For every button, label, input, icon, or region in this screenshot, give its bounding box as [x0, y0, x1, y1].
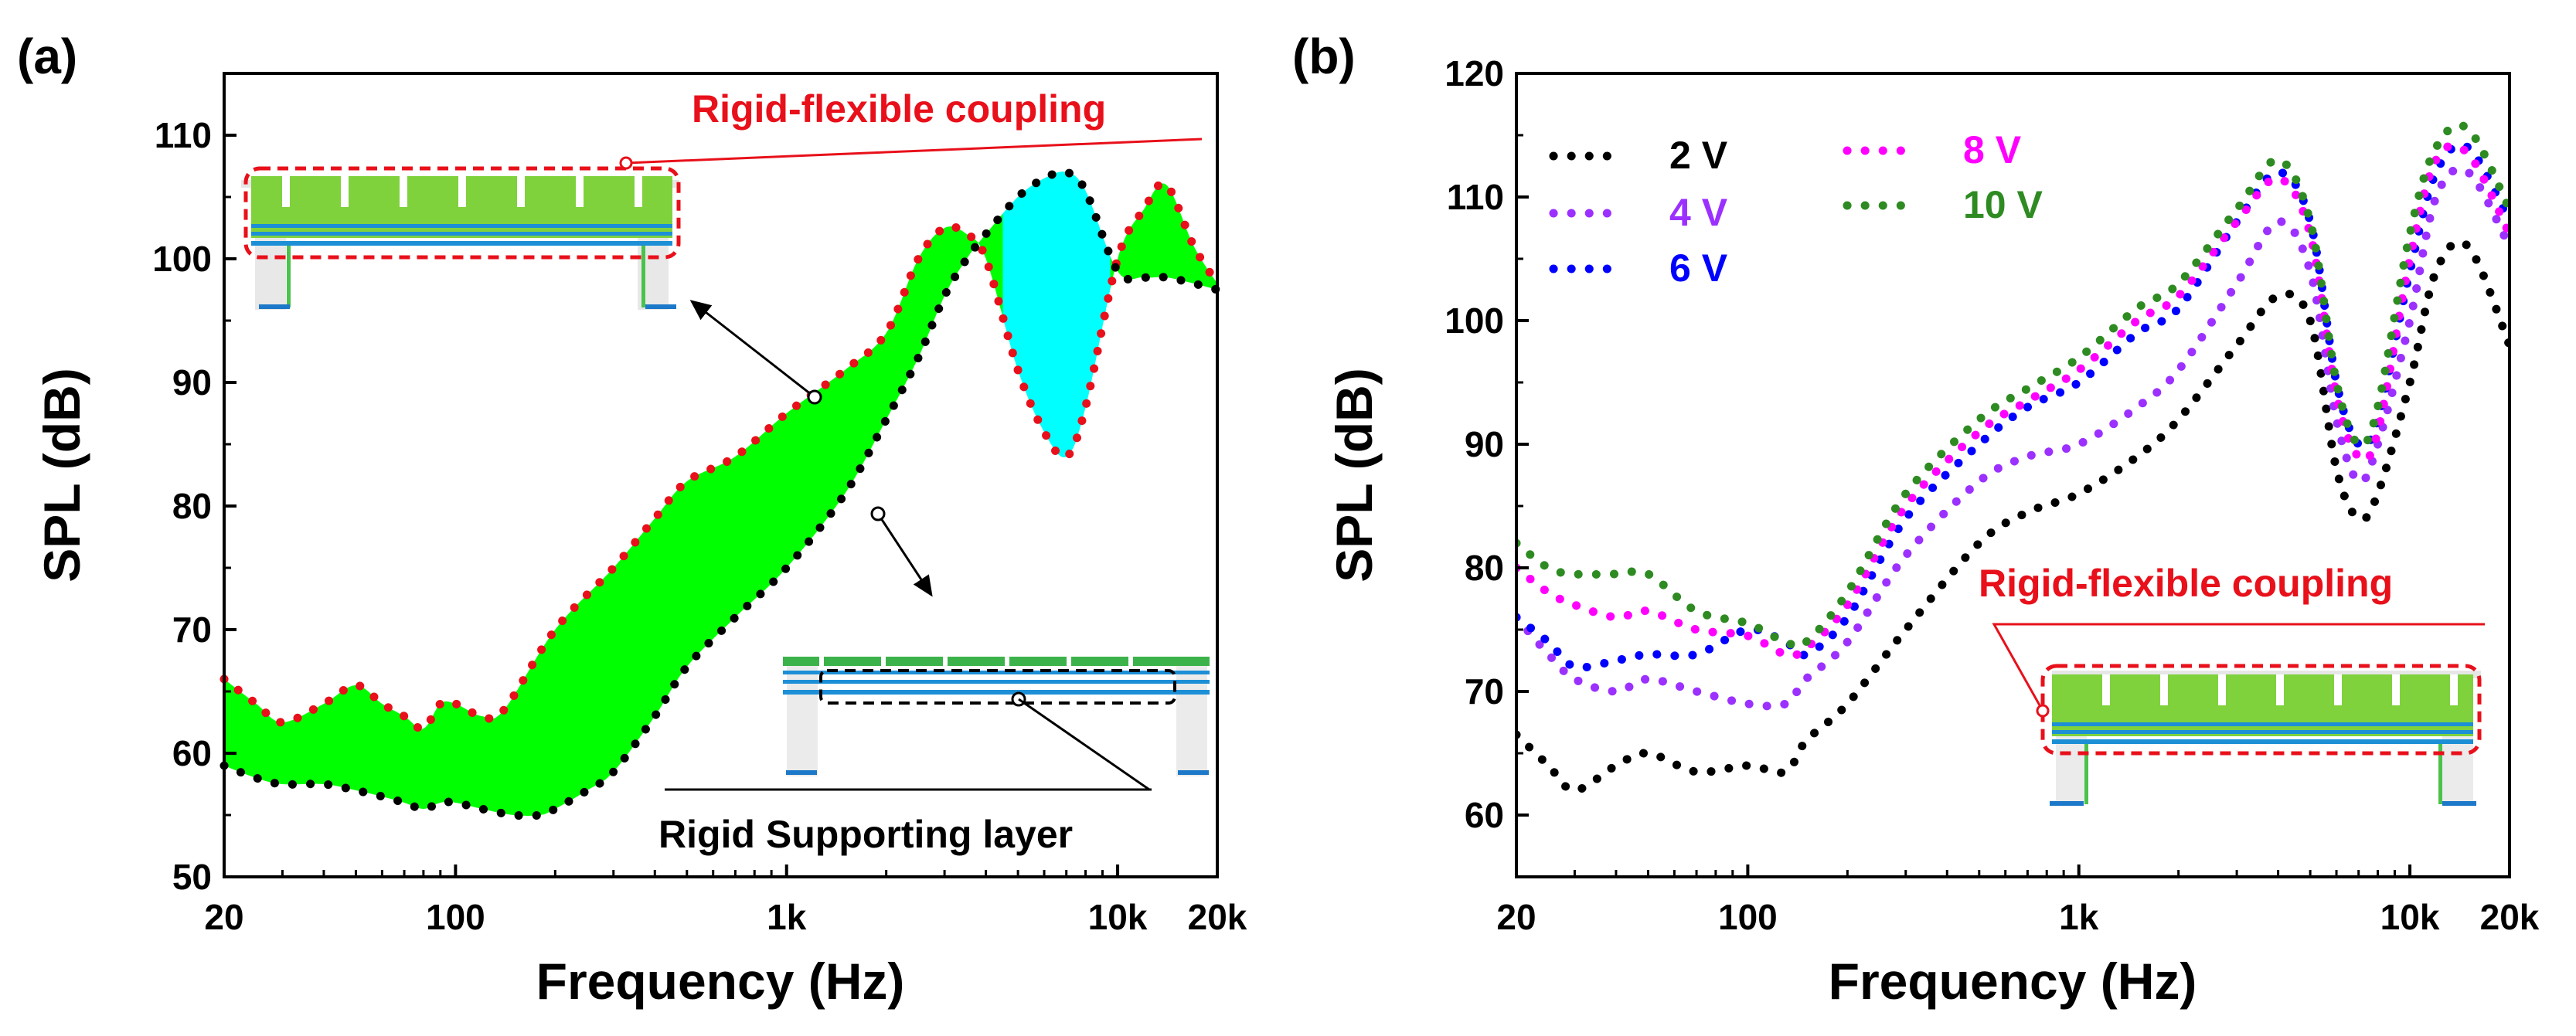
chart-a-y-tick-label: 90: [172, 362, 212, 403]
chart-b-y-tick-label: 100: [1445, 301, 1504, 341]
chart-a-y-axis-label: SPL (dB): [33, 368, 90, 582]
chart-a-axes: 20 100 1k 10k 20k 50 60 70 80 90 100 110: [152, 115, 1247, 937]
chart-a-y-tick-label: 80: [172, 486, 212, 526]
chart-a-x-tick-label: 10k: [1088, 897, 1148, 937]
chart-b-y-axis-label: SPL (dB): [1325, 368, 1383, 582]
chart-b-y-tick-label: 110: [1447, 177, 1504, 217]
chart-a-fill-region: [224, 172, 1217, 816]
legend-label-2v: 2 V: [1669, 134, 1728, 177]
chart-a-x-tick-label: 1k: [767, 897, 807, 937]
chart-a-upper-curve: [219, 179, 1222, 733]
chart-a-x-tick-label: 20: [204, 897, 243, 937]
chart-a-marker-lower: [870, 506, 886, 521]
chart-b-x-tick-label: 1k: [2059, 897, 2099, 937]
chart-a-arrow-lower: [876, 513, 933, 597]
chart-a-fill-layer: [224, 172, 1217, 816]
chart-a-annotation-top: Rigid-flexible coupling: [692, 87, 1106, 131]
chart-a: Rigid-flexible coupling: [33, 72, 1247, 1010]
chart-b-y-tick-label: 60: [1465, 795, 1504, 835]
chart-a-annotation-bottom: Rigid Supporting layer: [658, 813, 1073, 856]
panel-label-a: (a): [17, 29, 77, 84]
chart-a-peak-region: [1002, 172, 1111, 457]
chart-b-axes: 20 100 1k 10k 20k 60 70 80 90 100 110 120: [1445, 53, 2540, 937]
chart-b-y-tick-label: 90: [1465, 424, 1504, 464]
chart-a-y-tick-label: 110: [155, 115, 212, 155]
chart-b-series-10v: [1516, 121, 2510, 651]
chart-a-y-tick-label: 70: [172, 610, 212, 650]
chart-b-y-tick-label: 80: [1465, 548, 1504, 588]
chart-b-series-8v: [1516, 141, 2510, 660]
chart-a-dotted-boundaries: [219, 167, 1222, 820]
chart-b-x-tick-label: 20k: [2480, 897, 2540, 937]
chart-b-x-tick-label: 10k: [2380, 897, 2440, 937]
chart-b-coupling-inset: Rigid-flexible coupling: [1979, 562, 2485, 806]
chart-a-lower-curve: [219, 167, 1222, 820]
legend-label-10v: 10 V: [1963, 183, 2043, 226]
chart-a-marker-upper: [807, 389, 822, 405]
chart-a-plot-frame: [223, 72, 1219, 878]
legend-label-8v: 8 V: [1963, 128, 2022, 172]
chart-a-x-tick-label: 100: [426, 897, 485, 937]
chart-b-y-tick-label: 120: [1445, 53, 1504, 93]
chart-b-x-axis-label: Frequency (Hz): [1829, 953, 2197, 1010]
chart-b-y-tick-label: 70: [1465, 671, 1504, 712]
chart-a-coupling-inset: Rigid-flexible coupling: [241, 87, 1203, 310]
chart-b-x-tick-label: 20: [1496, 897, 1536, 937]
chart-a-arrow-upper: [689, 300, 815, 399]
chart-b-series-layer: [1516, 121, 2510, 795]
chart-b-x-tick-label: 100: [1718, 897, 1778, 937]
chart-b-legend: 2 V 4 V 6 V 8 V 10 V: [1549, 128, 2043, 290]
chart-a-y-tick-label: 60: [172, 733, 212, 773]
panel-label-b: (b): [1292, 29, 1356, 84]
chart-a-x-axis-label: Frequency (Hz): [536, 953, 905, 1010]
chart-a-y-tick-label: 50: [172, 857, 212, 897]
chart-a-support-inset: Rigid Supporting layer: [658, 655, 1210, 856]
legend-label-6v: 6 V: [1669, 246, 1728, 290]
chart-b-plot-frame: [1515, 72, 2511, 878]
chart-b-series-4v: [1516, 165, 2510, 711]
chart-a-y-tick-label: 100: [152, 239, 212, 279]
chart-b: 2 V 4 V 6 V 8 V 10 V: [1325, 53, 2540, 1010]
legend-label-4v: 4 V: [1669, 191, 1728, 234]
chart-b-annotation: Rigid-flexible coupling: [1979, 562, 2393, 605]
chart-a-x-tick-label: 20k: [1188, 897, 1247, 937]
